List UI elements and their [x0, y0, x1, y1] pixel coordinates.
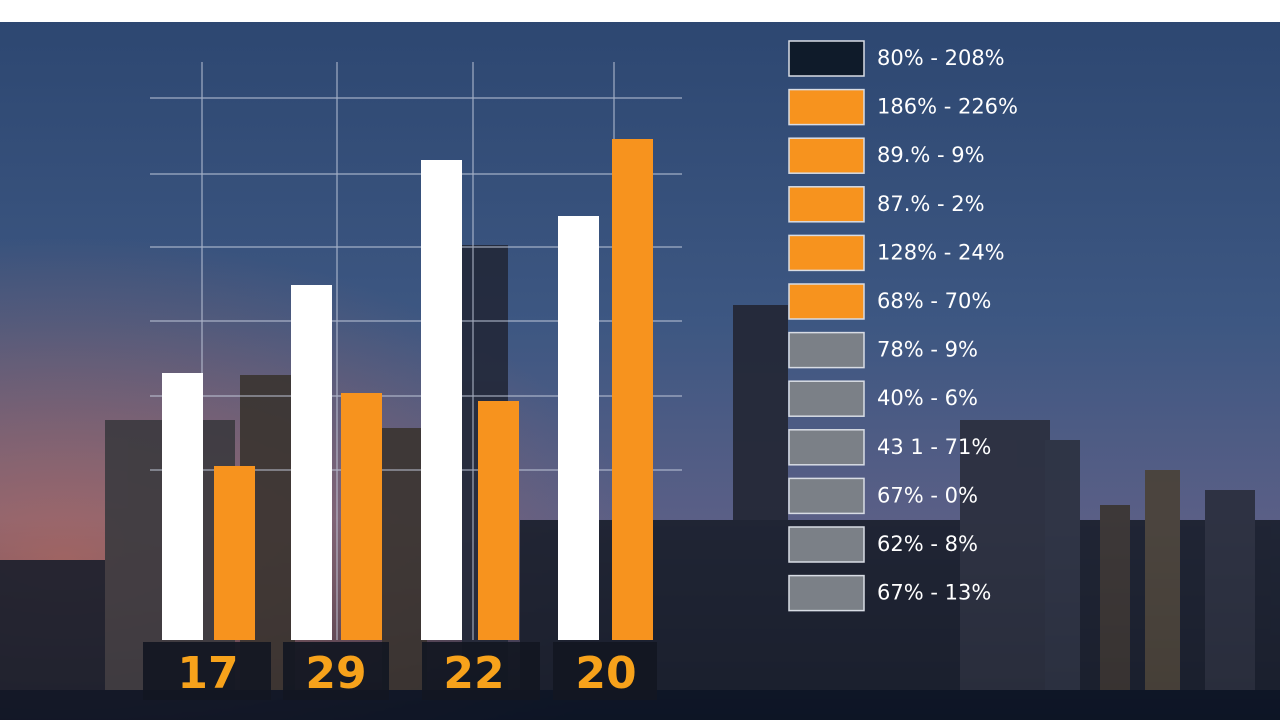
bar: [421, 160, 462, 640]
legend-swatch: [788, 186, 865, 223]
top-strip: [0, 0, 1280, 22]
legend-swatch: [788, 331, 865, 369]
legend-label: 78% - 9%: [877, 338, 978, 362]
bar: [214, 466, 255, 640]
bar: [291, 285, 332, 640]
legend-label: 87.% - 2%: [877, 192, 985, 216]
category-bands: [143, 642, 657, 700]
bar: [341, 393, 382, 640]
x-tick-label: 22: [443, 648, 504, 699]
bar: [478, 401, 519, 640]
legend-label: 40% - 6%: [877, 386, 978, 410]
legend-label: 128% - 24%: [877, 240, 1005, 264]
legend-label: 43 1 - 71%: [877, 435, 991, 459]
legend-swatch: [788, 40, 865, 77]
legend-swatch: [788, 526, 865, 563]
legend-swatch: [788, 574, 865, 612]
legend-swatch: [788, 477, 865, 515]
legend-label: 68% - 70%: [877, 289, 991, 313]
x-tick-label: 17: [177, 648, 238, 699]
legend-swatch: [788, 88, 865, 126]
x-tick-label: 20: [575, 648, 636, 699]
legend-swatch: [788, 137, 865, 174]
legend-label: 89.% - 9%: [877, 143, 985, 167]
legend-label: 67% - 13%: [877, 581, 991, 605]
legend-label: 67% - 0%: [877, 483, 978, 507]
bar: [558, 216, 599, 640]
legend-label: 80% - 208%: [877, 46, 1005, 70]
legend-label: 186% - 226%: [877, 95, 1018, 119]
legend-swatch: [788, 283, 865, 320]
x-tick-label: 29: [305, 648, 366, 699]
bar: [612, 139, 653, 640]
legend-label: 62% - 8%: [877, 532, 978, 556]
legend-swatch: [788, 429, 865, 466]
bar: [162, 373, 203, 640]
legend-swatch: [788, 380, 865, 417]
legend-swatch: [788, 234, 865, 272]
